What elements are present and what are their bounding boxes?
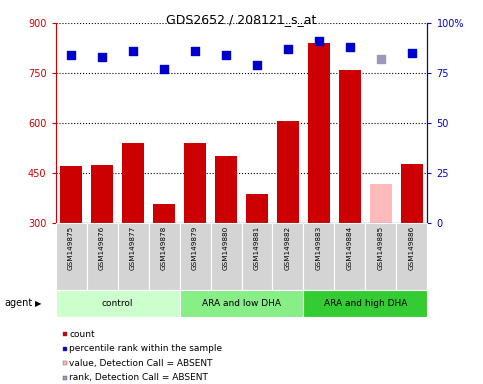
Bar	[60, 166, 82, 223]
Bar	[184, 143, 206, 223]
Point	[315, 38, 323, 44]
Text: value, Detection Call = ABSENT: value, Detection Call = ABSENT	[69, 359, 213, 368]
Point	[191, 48, 199, 54]
Text: GDS2652 / 208121_s_at: GDS2652 / 208121_s_at	[166, 13, 317, 26]
Text: GSM149879: GSM149879	[192, 226, 198, 270]
Text: agent: agent	[5, 298, 33, 308]
Bar	[272, 223, 303, 290]
Bar	[149, 223, 180, 290]
Point	[98, 54, 106, 60]
Bar	[153, 204, 175, 223]
Point	[160, 66, 168, 72]
Bar	[246, 194, 268, 223]
Bar	[91, 165, 113, 223]
Point	[222, 52, 230, 58]
Text: ARA and low DHA: ARA and low DHA	[202, 299, 281, 308]
Bar	[122, 143, 144, 223]
Point	[408, 50, 416, 56]
Point	[346, 44, 354, 50]
Bar	[277, 121, 299, 223]
Point	[67, 52, 75, 58]
Text: GSM149875: GSM149875	[68, 226, 74, 270]
Text: GSM149882: GSM149882	[285, 226, 291, 270]
Bar	[303, 223, 334, 290]
Point	[253, 62, 261, 68]
Text: GSM149878: GSM149878	[161, 226, 167, 270]
Text: GSM149883: GSM149883	[316, 226, 322, 270]
Bar	[215, 156, 237, 223]
Bar	[180, 290, 303, 317]
Bar	[308, 43, 330, 223]
Text: GSM149885: GSM149885	[378, 226, 384, 270]
Bar	[303, 290, 427, 317]
Text: GSM149877: GSM149877	[130, 226, 136, 270]
Text: control: control	[102, 299, 133, 308]
Bar	[401, 164, 423, 223]
Point	[377, 56, 385, 62]
Text: GSM149886: GSM149886	[409, 226, 415, 270]
Text: ARA and high DHA: ARA and high DHA	[324, 299, 407, 308]
Text: percentile rank within the sample: percentile rank within the sample	[69, 344, 222, 353]
Text: count: count	[69, 329, 95, 339]
Bar	[397, 223, 427, 290]
Text: rank, Detection Call = ABSENT: rank, Detection Call = ABSENT	[69, 373, 208, 382]
Point	[129, 48, 137, 54]
Bar	[211, 223, 242, 290]
Bar	[180, 223, 211, 290]
Bar	[339, 70, 361, 223]
Bar	[366, 223, 397, 290]
Point	[284, 46, 292, 52]
Text: GSM149881: GSM149881	[254, 226, 260, 270]
Text: GSM149876: GSM149876	[99, 226, 105, 270]
Bar	[86, 223, 117, 290]
Bar	[242, 223, 272, 290]
Bar	[370, 184, 392, 223]
Bar	[56, 290, 180, 317]
Bar	[117, 223, 149, 290]
Bar	[56, 223, 86, 290]
Text: GSM149880: GSM149880	[223, 226, 229, 270]
Text: ▶: ▶	[35, 299, 41, 308]
Bar	[334, 223, 366, 290]
Text: GSM149884: GSM149884	[347, 226, 353, 270]
